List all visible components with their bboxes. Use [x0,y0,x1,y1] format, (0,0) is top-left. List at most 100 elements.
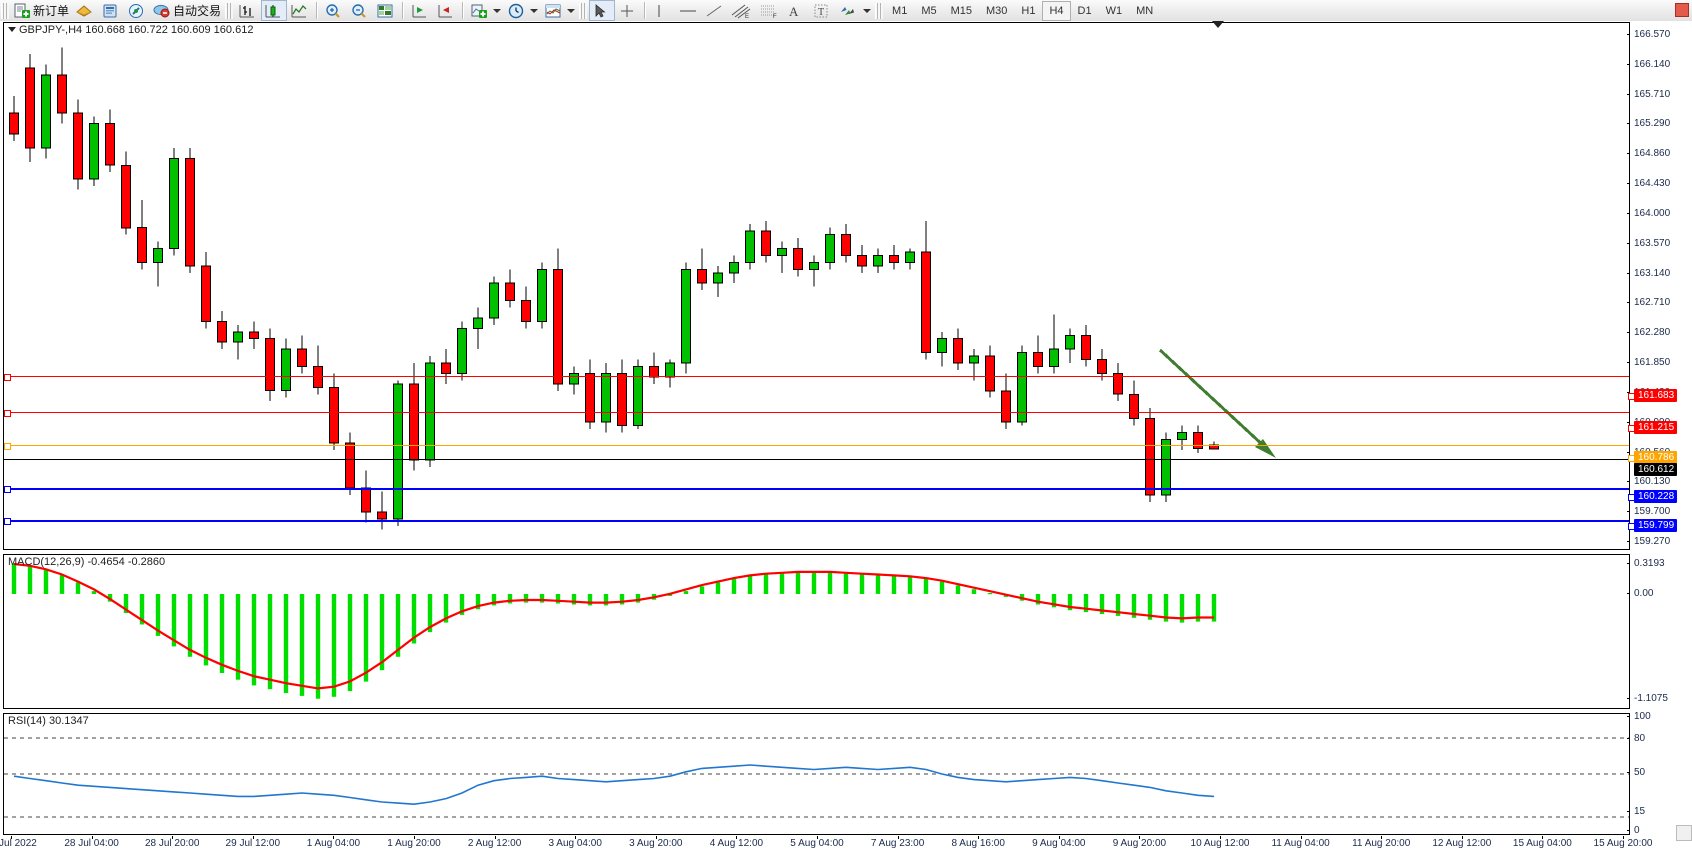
fibonacci-icon: F [761,5,777,19]
time-axis[interactable]: 27 Jul 2022 28 Jul 04:00 28 Jul 20:00 29 Ju… [0,836,1652,856]
rsi-pane[interactable]: RSI(14) 30.1347 [3,713,1630,835]
time-tick-mark [1381,836,1383,839]
level-line-161215[interactable] [4,412,1629,413]
level-line-160786[interactable] [4,445,1629,446]
expert-advisors-icon [76,4,92,17]
macd-pane[interactable]: MACD(12,26,9) -0.4654 -0.2860 [3,554,1630,709]
text-button[interactable]: A [783,0,809,21]
level-anchor-161683[interactable] [4,374,11,381]
toolbar-grip[interactable] [1,2,9,19]
timeframe-m30[interactable]: M30 [986,4,1008,17]
candlestick-chart-button[interactable] [261,0,288,21]
level-line-160612[interactable] [4,459,1629,460]
time-tick-mark [1623,836,1624,839]
timeframe-mn[interactable]: MN [1136,4,1154,17]
price-pane[interactable]: GBPJPY-,H4 160.668 160.722 160.609 160.6… [3,22,1630,550]
price-badge-resistance-2[interactable]: 161.215 [1634,421,1678,435]
zoom-in-button[interactable] [321,0,347,21]
chevron-down-icon[interactable] [530,8,539,13]
toolbar-grip-3[interactable] [579,2,588,19]
timeframe-d1[interactable]: D1 [1077,4,1092,17]
new-order-button[interactable]: 新订单 [11,0,72,21]
chart-shift-button[interactable] [407,0,433,21]
chart-menu-arrow-icon[interactable] [8,27,16,32]
timeframe-h1[interactable]: H1 [1021,4,1036,17]
level-line-159799[interactable] [4,520,1629,522]
axis-anchor-pivot[interactable] [1628,454,1635,462]
indicators-button[interactable] [467,0,504,21]
axis-anchor-support-1[interactable] [1628,493,1635,501]
level-anchor-160786[interactable] [4,443,11,450]
fibonacci-button[interactable]: F [755,0,783,21]
auto-scroll-icon [438,4,453,17]
level-anchor-160228[interactable] [4,486,11,493]
vertical-line-button[interactable] [649,0,675,21]
time-tick-label: 7 Aug 23:00 [870,838,925,849]
rsi-tick: 15 [1627,807,1645,817]
chevron-down-icon[interactable] [863,8,872,13]
axis-anchor-resistance-2[interactable] [1628,425,1635,433]
price-badge-support-2[interactable]: 159.799 [1634,519,1678,533]
objects-list-button[interactable] [835,0,874,21]
chevron-down-icon[interactable] [567,8,576,13]
close-icon[interactable] [1675,3,1689,17]
time-tick-mark [575,836,577,839]
arrows-icon [841,6,855,15]
text-label-button[interactable]: T [809,0,835,21]
crosshair-button[interactable] [615,0,641,21]
bar-chart-button[interactable] [235,0,261,21]
bar-chart-icon [239,4,255,17]
chart-scroll-marker-icon[interactable] [1212,21,1224,28]
price-tick: 164.860 [1627,149,1670,159]
macd-label: MACD(12,26,9) -0.4654 -0.2860 [8,556,166,568]
time-tick-label: 8 Aug 16:00 [951,838,1005,849]
navigator-button[interactable] [124,0,150,21]
timeframe-h4[interactable]: H4 [1042,0,1071,21]
cursor-button[interactable] [589,0,616,21]
price-tick: 160.130 [1627,477,1670,487]
resize-grip-icon[interactable] [1676,825,1692,841]
price-tick: 159.270 [1627,537,1670,547]
templates-button[interactable] [541,0,578,21]
chevron-down-icon[interactable] [493,8,502,13]
timeframes-button[interactable] [504,0,541,21]
market-watch-button[interactable] [373,0,399,21]
price-tick: 162.710 [1627,298,1670,308]
price-badge-support-1[interactable]: 160.228 [1634,489,1678,503]
timeframe-w1[interactable]: W1 [1105,4,1123,17]
line-chart-button[interactable] [287,0,313,21]
time-tick-label: 15 Aug 04:00 [1512,838,1572,849]
macd-axis[interactable]: 0.3193 0.00 -1.1075 [1627,554,1692,709]
expert-advisors-button[interactable] [72,0,98,21]
level-anchor-159799[interactable] [4,518,11,525]
toolbar-grip-2[interactable] [225,2,234,19]
rsi-tick: 80 [1627,734,1645,744]
timeframe-m15[interactable]: M15 [950,4,972,17]
zoom-out-button[interactable] [347,0,373,21]
horizontal-line-button[interactable] [675,0,701,21]
rsi-axis[interactable]: 100 80 50 15 0 [1627,712,1692,836]
data-window-icon [103,4,117,17]
crosshair-icon [621,4,634,17]
axis-anchor-support-2[interactable] [1628,523,1635,531]
time-tick-mark [978,836,980,839]
timeframe-m5[interactable]: M5 [921,4,937,17]
horizontal-line-icon [680,10,697,11]
equidistant-channel-button[interactable]: E [727,0,755,21]
price-badge-last-price[interactable]: 160.612 [1634,462,1678,476]
down-trend-arrow[interactable] [1158,348,1276,458]
price-tick: 164.000 [1627,208,1670,219]
level-line-160228[interactable] [4,488,1629,490]
price-badge-pivot[interactable]: 160.786 [1634,450,1678,464]
time-tick-label: 27 Jul 2022 [0,838,37,849]
timeframe-m1[interactable]: M1 [892,4,908,17]
autotrading-button[interactable]: 自动交易 [150,0,224,21]
level-anchor-161215[interactable] [4,410,11,417]
price-badge-resistance-1[interactable]: 161.683 [1634,388,1678,402]
axis-anchor-resistance-1[interactable] [1628,392,1635,400]
trendline-button[interactable] [701,0,727,21]
toolbar-grip-4[interactable] [875,2,884,19]
data-window-button[interactable] [98,0,124,21]
level-line-161683[interactable] [4,376,1629,377]
auto-scroll-button[interactable] [433,0,459,21]
